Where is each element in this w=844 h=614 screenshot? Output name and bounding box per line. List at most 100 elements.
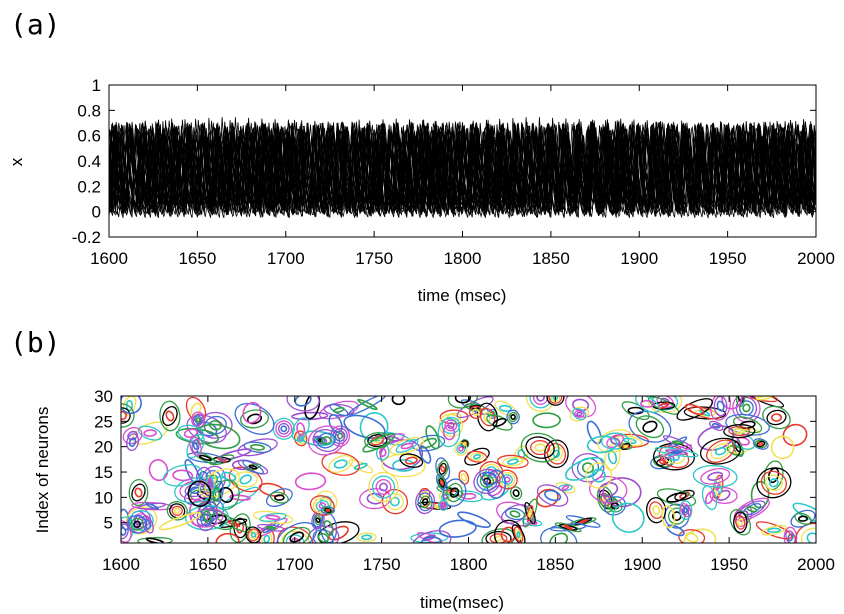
contour-line (554, 522, 582, 533)
contour-line (683, 406, 727, 420)
contour-line (294, 472, 327, 491)
contour-line (395, 439, 419, 453)
contour-line (771, 413, 782, 422)
contour-line (458, 446, 464, 452)
contour-line (485, 530, 512, 543)
contour-line (290, 537, 301, 543)
contour-line (415, 489, 436, 515)
contour-line (798, 515, 808, 522)
contour-line (563, 524, 573, 531)
contour-line (419, 495, 431, 509)
contour-line (203, 510, 212, 522)
contour-line (131, 501, 173, 511)
contour-line (328, 455, 354, 473)
contour-line (173, 507, 181, 514)
contour-line (721, 396, 743, 410)
contour-line (749, 396, 779, 403)
contour-line (670, 450, 683, 454)
contour-line (189, 436, 202, 457)
contour-line (400, 442, 414, 450)
contour-line (666, 492, 687, 503)
contour-line (511, 524, 526, 543)
contour-line (204, 472, 216, 495)
contour-line (294, 396, 312, 407)
contour-line (572, 407, 587, 421)
contour-line (514, 529, 523, 541)
series-line-25 (108, 123, 817, 207)
contour-line (240, 409, 269, 429)
contour-line (137, 536, 173, 543)
panel-b-xlabel: time(msec) (420, 593, 504, 612)
panel-b-xtick-label: 1950 (710, 555, 748, 574)
contour-line (492, 417, 507, 428)
contour-line (256, 523, 286, 532)
contour-line (564, 456, 605, 481)
contour-line (544, 489, 562, 502)
contour-line (379, 482, 388, 492)
contour-line (588, 475, 628, 504)
contour-line (357, 398, 378, 411)
contour-line (121, 410, 127, 421)
contour-line (385, 493, 404, 511)
contour-line (370, 435, 385, 446)
contour-line (681, 504, 690, 516)
contour-line (148, 459, 169, 482)
contour-line (767, 527, 781, 533)
contour-line (498, 404, 512, 412)
contour-line (509, 510, 521, 518)
contour-line (277, 422, 290, 435)
contour-line (800, 527, 816, 543)
contour-line (276, 521, 317, 543)
panel-b-xtick-label: 1800 (450, 555, 488, 574)
contour-line (320, 506, 336, 515)
contour-line (121, 407, 131, 424)
contour-line (610, 437, 621, 445)
contour-line (755, 521, 793, 540)
panel-b-xtick-label: 1600 (102, 555, 140, 574)
panel-a-xtick-label: 1600 (90, 249, 128, 268)
panel-a-ytick-label: 0.8 (77, 101, 101, 120)
contour-line (250, 444, 265, 451)
contour-line (532, 412, 561, 429)
contour-line (128, 478, 149, 507)
contour-line (323, 403, 355, 417)
panel-b-ytick-label: 15 (94, 463, 113, 482)
contour-line (733, 428, 746, 435)
contour-line (296, 422, 306, 436)
contour-line (359, 412, 389, 442)
contour-line (125, 399, 133, 412)
contour-line (245, 526, 262, 543)
contour-line (735, 396, 746, 408)
contour-line (275, 420, 293, 438)
panel-a-xtick-label: 1900 (620, 249, 658, 268)
contour-line (464, 447, 490, 466)
contour-line (133, 520, 141, 529)
contour-line (322, 506, 334, 514)
contour-line (177, 424, 205, 442)
panel-a-axes: 1600 1650 1700 1750 1800 1850 1900 1950 2000 -0.2… (72, 76, 835, 268)
series-line-29 (108, 140, 817, 215)
contour-line (709, 486, 738, 504)
contour-line (285, 534, 305, 543)
contour-line (760, 470, 787, 495)
contour-line (684, 532, 699, 543)
contour-line (762, 405, 791, 430)
contour-line (713, 396, 728, 417)
contour-line (121, 526, 127, 536)
contour-line (307, 425, 345, 456)
contour-line (362, 433, 396, 453)
panel-a-ytick-label: 0.2 (77, 177, 101, 196)
contour-line (333, 407, 345, 413)
contour-line (361, 534, 373, 541)
contour-line (461, 492, 477, 500)
contour-line (707, 471, 724, 481)
contour-line (733, 511, 748, 534)
contour-line (192, 413, 204, 427)
contour-line (194, 415, 203, 425)
contour-line (371, 475, 396, 499)
panel-a-xtick-label: 1950 (709, 249, 747, 268)
contour-line (680, 503, 692, 518)
contour-line (437, 417, 461, 448)
contour-line (623, 444, 628, 449)
panel-a-label: (a) (10, 8, 61, 41)
